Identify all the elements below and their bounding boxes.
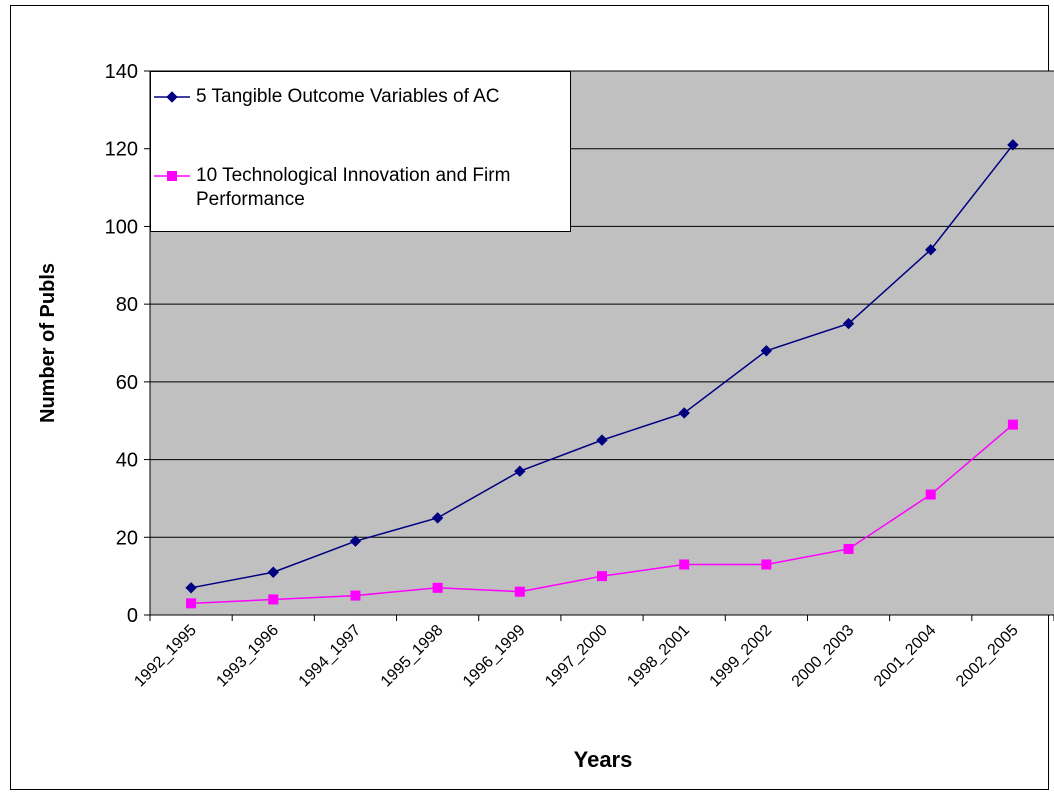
point: [597, 571, 607, 582]
y-tick-label: 40: [116, 450, 138, 472]
y-tick-label: 80: [116, 294, 138, 316]
point: [761, 559, 772, 570]
point: [185, 582, 197, 594]
point: [678, 407, 690, 419]
point: [925, 244, 937, 256]
point: [432, 582, 443, 593]
point: [514, 465, 526, 477]
y-axis-label: Number of Publs: [37, 263, 59, 423]
point: [431, 512, 444, 524]
point: [166, 91, 178, 103]
point: [1007, 419, 1018, 430]
y-tick-label: 20: [116, 527, 138, 549]
y-tick-label: 60: [116, 372, 138, 394]
legend-label: 10 Technological Innovation and Firm Per…: [196, 165, 511, 210]
point: [1007, 139, 1019, 151]
point: [843, 543, 854, 554]
point: [596, 434, 608, 446]
point: [186, 598, 197, 609]
y-tick-label: 100: [105, 216, 138, 238]
point: [679, 559, 690, 570]
point: [267, 566, 279, 578]
y-tick-label: 140: [105, 61, 138, 83]
legend-box: [150, 71, 571, 232]
x-axis-label: Years: [574, 747, 633, 772]
y-tick-label: 0: [127, 605, 138, 627]
point: [167, 171, 177, 181]
point: [842, 317, 855, 330]
point: [760, 345, 773, 357]
point: [350, 590, 361, 601]
y-tick-label: 120: [105, 139, 138, 161]
point: [268, 594, 279, 605]
point: [349, 535, 362, 547]
point: [514, 586, 525, 597]
point: [925, 489, 936, 500]
legend-label: 5 Tangible Outcome Variables of AC: [196, 86, 500, 107]
